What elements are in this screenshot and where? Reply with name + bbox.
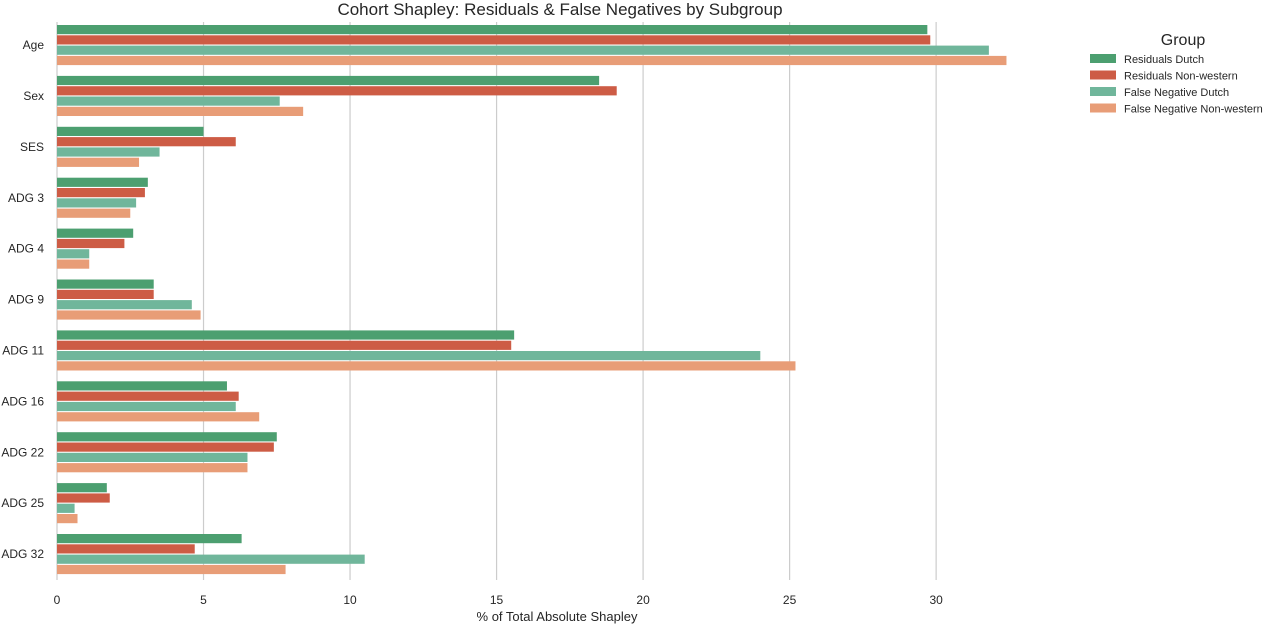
bar <box>57 310 201 320</box>
bar <box>57 45 989 55</box>
y-tick-label: ADG 16 <box>1 394 44 408</box>
legend-items: Residuals Dutch Residuals Non-western Fals… <box>1090 54 1263 116</box>
legend-label: False Negative Dutch <box>1124 87 1229 99</box>
y-axis-ticks: Age Sex SES ADG 3 ADG 4 ADG 9 ADG 11 ADG 16 ADG … <box>1 38 44 561</box>
x-axis-label: % of Total Absolute Shapley <box>477 609 638 624</box>
bar <box>57 340 512 350</box>
legend-label: Residuals Dutch <box>1124 54 1204 66</box>
bar <box>57 188 145 198</box>
bar <box>57 157 140 167</box>
bar <box>57 238 125 249</box>
bar <box>57 300 192 310</box>
bar <box>57 35 931 45</box>
x-axis-ticks: 0 5 10 15 20 25 30 <box>54 593 943 607</box>
bar <box>57 401 236 412</box>
legend-label: Residuals Non-western <box>1124 71 1238 83</box>
bar <box>57 249 90 259</box>
x-tick-label: 5 <box>200 593 207 607</box>
bar <box>57 279 154 289</box>
legend-swatch <box>1090 87 1116 96</box>
bars <box>57 25 1007 575</box>
bar <box>57 412 260 422</box>
bar <box>57 75 600 86</box>
bar <box>57 483 107 493</box>
bar <box>57 137 236 147</box>
bar <box>57 330 515 340</box>
bar <box>57 126 204 136</box>
bar <box>57 25 928 35</box>
y-tick-label: ADG 11 <box>2 343 44 357</box>
y-tick-label: SES <box>20 140 44 154</box>
bar <box>57 534 242 544</box>
bar <box>57 259 90 269</box>
legend-swatch <box>1090 54 1116 63</box>
legend-swatch <box>1090 70 1116 80</box>
bar <box>57 381 227 391</box>
bar <box>57 147 160 157</box>
bar <box>57 554 365 564</box>
bar <box>57 86 617 96</box>
bar <box>57 289 154 299</box>
bar <box>57 228 134 238</box>
bar <box>57 442 274 452</box>
bar <box>57 564 286 575</box>
y-tick-label: ADG 4 <box>8 242 44 256</box>
y-tick-label: ADG 25 <box>1 496 44 510</box>
y-tick-label: Age <box>23 38 45 52</box>
bar <box>57 544 195 554</box>
legend-title: Group <box>1161 32 1206 49</box>
y-tick-label: ADG 32 <box>1 547 44 561</box>
x-tick-label: 15 <box>490 593 504 607</box>
y-tick-label: Sex <box>23 89 44 103</box>
bar <box>57 177 148 187</box>
x-tick-label: 25 <box>783 593 797 607</box>
legend-swatch <box>1090 103 1116 113</box>
legend-label: False Negative Non-western <box>1124 104 1263 116</box>
bar <box>57 391 239 401</box>
bar <box>57 514 78 524</box>
bar <box>57 463 248 473</box>
bar <box>57 208 131 218</box>
y-tick-label: ADG 22 <box>1 445 44 459</box>
legend: Group Residuals Dutch Residuals Non-weste… <box>1090 32 1263 116</box>
bar <box>57 55 1007 66</box>
bar <box>57 351 761 361</box>
x-tick-label: 0 <box>54 593 61 607</box>
y-tick-label: ADG 3 <box>8 191 44 205</box>
bar <box>57 96 280 106</box>
bar <box>57 198 137 208</box>
chart-title: Cohort Shapley: Residuals & False Negati… <box>337 0 782 19</box>
x-tick-label: 10 <box>343 593 357 607</box>
bar <box>57 503 75 513</box>
bar <box>57 432 277 442</box>
bar <box>57 361 796 371</box>
bar <box>57 493 110 503</box>
y-tick-label: ADG 9 <box>8 293 44 307</box>
x-tick-label: 30 <box>929 593 943 607</box>
bar <box>57 106 304 116</box>
x-tick-label: 20 <box>636 593 650 607</box>
bar <box>57 452 248 462</box>
